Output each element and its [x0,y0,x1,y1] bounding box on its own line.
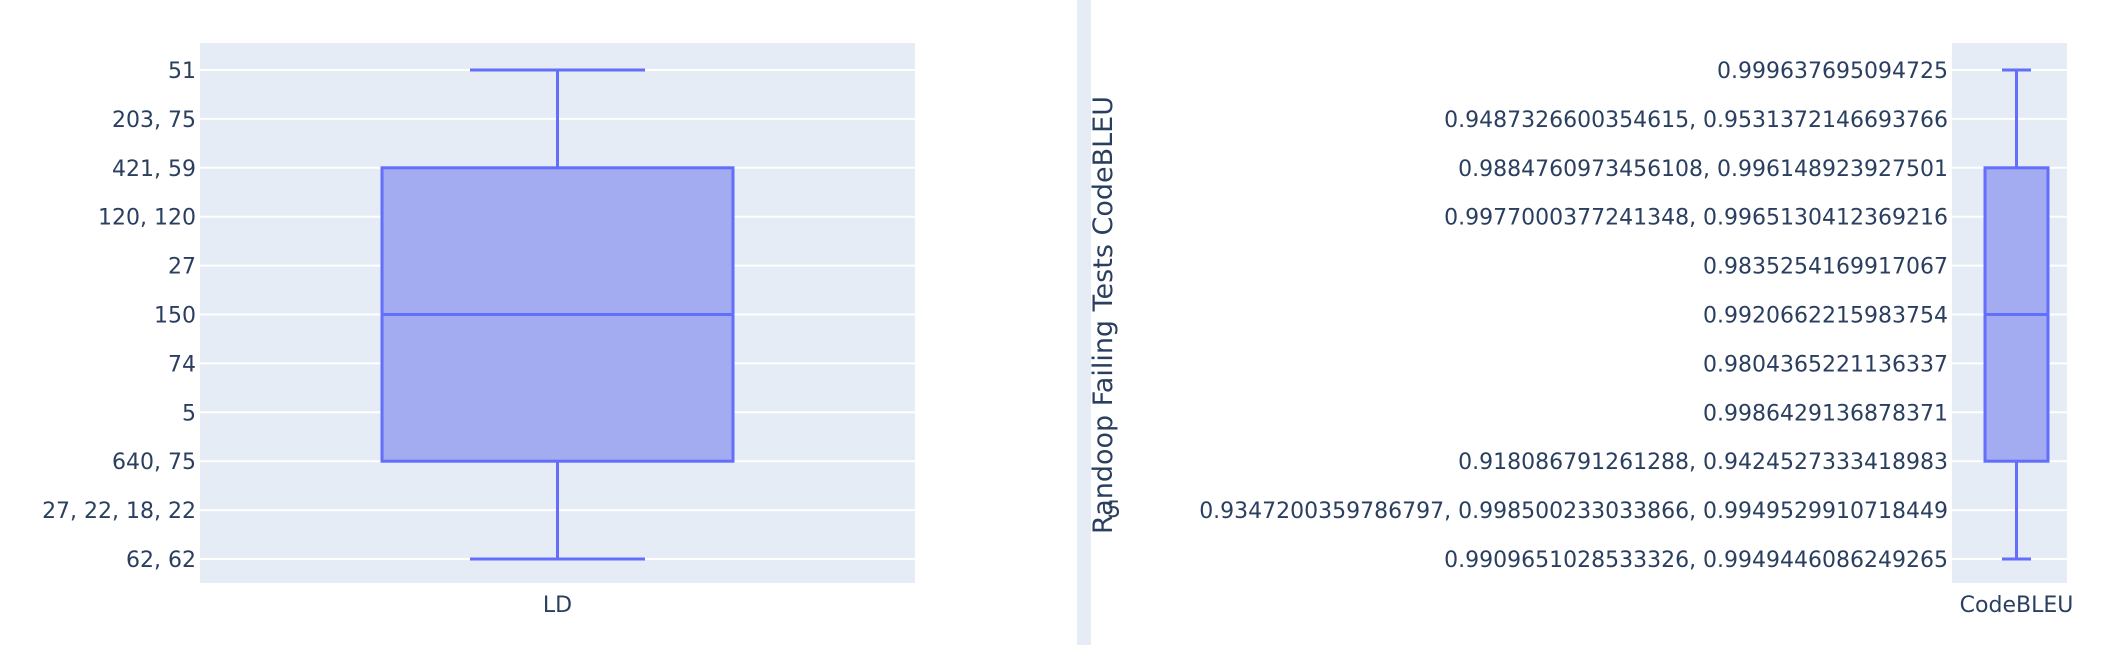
y-tick-label: 5 [182,401,196,426]
ld-box-panel: 51 203, 75 421, 59 120, 120 27 150 74 5 640, 75 2… [42,43,915,618]
y-tick-label: 120, 120 [98,206,196,231]
x-tick-label-codebleu: CodeBLEU [1960,593,2074,618]
y-tick-label: 0.9920662215983754 [1703,304,1948,329]
y-tick-label: 0.9884760973456108, 0.996148923927501 [1458,157,1948,182]
divider-strip [1077,0,1091,645]
ld-y-ticks: 51 203, 75 421, 59 120, 120 27 150 74 5 640, 75 2… [42,59,196,573]
y-tick-label: 421, 59 [112,157,196,182]
y-axis-title-codebleu: Randoop Failing Tests CodeBLEU [1088,96,1119,534]
y-tick-label: 62, 62 [126,548,196,573]
stray-tick-label: 5 [1107,498,1121,523]
y-tick-label: 0.9487326600354615, 0.9531372146693766 [1444,108,1948,133]
y-tick-label: 150 [154,304,196,329]
x-tick-label-ld: LD [543,593,572,618]
y-tick-label: 0.9804365221136337 [1703,352,1948,377]
codebleu-box-panel: 0.999637695094725 0.9487326600354615, 0.9… [1088,43,2073,618]
y-tick-label: 640, 75 [112,450,196,475]
codebleu-y-ticks: 0.999637695094725 0.9487326600354615, 0.9… [1199,59,1948,573]
ld-box[interactable] [380,68,735,561]
y-tick-label: 0.918086791261288, 0.9424527333418983 [1458,450,1948,475]
y-tick-label: 0.9909651028533326, 0.9949446086249265 [1444,548,1948,573]
y-tick-label: 0.999637695094725 [1717,59,1948,84]
y-tick-label: 0.9986429136878371 [1703,401,1948,426]
codebleu-box[interactable] [1983,68,2050,561]
y-tick-label: 74 [168,352,196,377]
y-tick-label: 0.9835254169917067 [1703,255,1948,280]
y-tick-label: 203, 75 [112,108,196,133]
y-tick-label: 51 [168,59,196,84]
y-tick-label: 0.9347200359786797, 0.998500233033866, 0… [1199,499,1948,524]
y-tick-label: 27 [168,255,196,280]
y-tick-label: 0.9977000377241348, 0.9965130412369216 [1444,206,1948,231]
y-tick-label: 27, 22, 18, 22 [42,499,196,524]
